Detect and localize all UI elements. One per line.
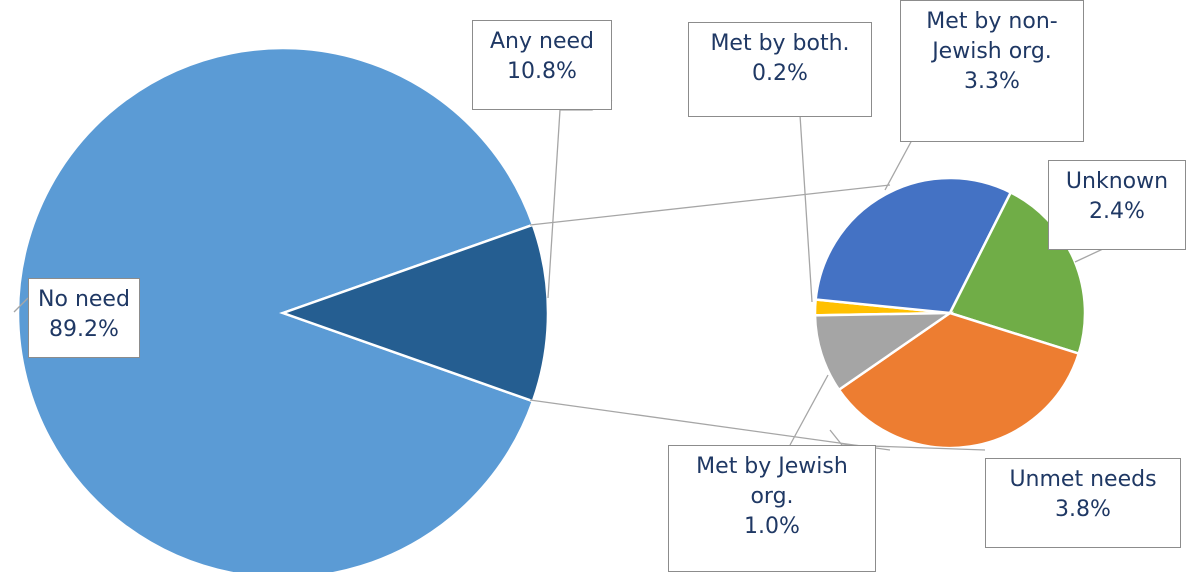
pie-slice [279,223,550,403]
data-label: Met by non-Jewish org. 3.3% [900,0,1084,142]
label-name: Unmet needs [1009,467,1157,492]
data-label: No need 89.2% [28,278,140,358]
label-value: 89.2% [49,317,119,342]
data-label: Met by Jewish org. 1.0% [668,445,876,572]
data-label: Unmet needs 3.8% [985,458,1181,548]
pie-slice [16,46,535,572]
label-value: 2.4% [1089,199,1145,224]
label-name: Any need [490,29,594,54]
data-label: Met by both. 0.2% [688,22,872,117]
label-name: Met by non-Jewish org. [926,9,1058,64]
pie-slice [814,176,1013,315]
label-value: 10.8% [507,59,577,84]
label-value: 1.0% [744,514,800,539]
label-value: 3.8% [1055,497,1111,522]
pie-slice [813,311,955,392]
data-label: Unknown 2.4% [1048,160,1186,250]
label-name: Unknown [1065,169,1169,194]
data-label: Any need 10.8% [472,20,612,110]
pie-slice [837,311,1081,450]
label-value: 0.2% [752,61,808,86]
label-name: Met by both. [710,31,850,56]
label-name: Met by Jewish org. [696,454,848,509]
label-value: 3.3% [964,69,1020,94]
label-name: No need [38,287,130,312]
